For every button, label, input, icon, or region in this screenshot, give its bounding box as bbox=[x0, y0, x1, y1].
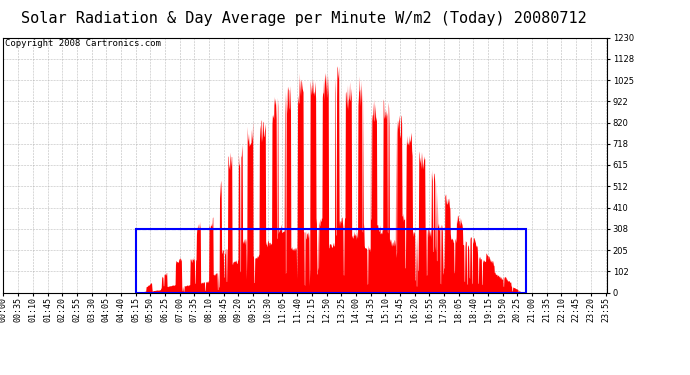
Text: Copyright 2008 Cartronics.com: Copyright 2008 Cartronics.com bbox=[5, 39, 161, 48]
Text: Solar Radiation & Day Average per Minute W/m2 (Today) 20080712: Solar Radiation & Day Average per Minute… bbox=[21, 11, 586, 26]
Bar bbox=[136, 229, 526, 292]
